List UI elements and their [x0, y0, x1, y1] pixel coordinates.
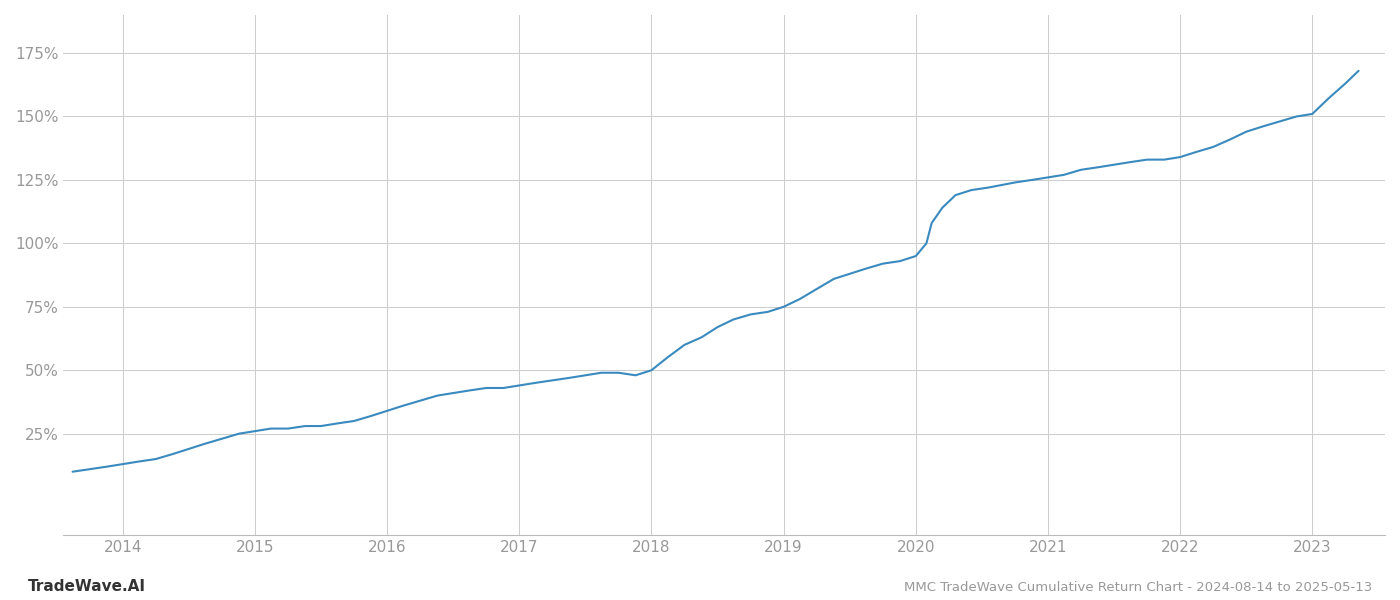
- Text: MMC TradeWave Cumulative Return Chart - 2024-08-14 to 2025-05-13: MMC TradeWave Cumulative Return Chart - …: [904, 581, 1372, 594]
- Text: TradeWave.AI: TradeWave.AI: [28, 579, 146, 594]
